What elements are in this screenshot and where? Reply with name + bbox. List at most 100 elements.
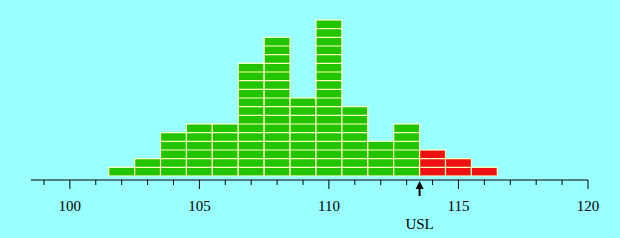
- minor-tick: [484, 180, 485, 185]
- bar-unit: [264, 54, 290, 55]
- bar: [161, 133, 187, 176]
- bar-unit: [264, 80, 290, 81]
- minor-tick: [536, 180, 537, 185]
- bar-outline: [264, 37, 290, 176]
- bar-unit: [420, 158, 446, 159]
- bar-unit: [420, 167, 446, 168]
- bar-unit: [264, 71, 290, 72]
- bar-unit: [264, 132, 290, 133]
- bar-outline: [342, 107, 368, 176]
- bar-unit: [290, 123, 316, 124]
- bar-unit: [238, 132, 264, 133]
- bar-unit: [342, 123, 368, 124]
- minor-tick: [251, 180, 252, 185]
- bar-unit: [342, 167, 368, 168]
- bar-unit: [161, 158, 187, 159]
- minor-tick: [406, 180, 407, 185]
- usl-marker: [416, 181, 424, 196]
- bar-unit: [316, 54, 342, 55]
- minor-tick: [432, 180, 433, 185]
- arrow-head: [416, 181, 424, 189]
- tick-label: 105: [188, 198, 211, 214]
- bar-unit: [394, 149, 420, 150]
- minor-tick: [121, 180, 122, 185]
- axis-line: [31, 180, 588, 181]
- bar-unit: [238, 106, 264, 107]
- bar-unit: [368, 158, 394, 159]
- bar-unit: [342, 115, 368, 116]
- minor-tick: [354, 180, 355, 185]
- bar-unit: [238, 123, 264, 124]
- bar-outline: [394, 124, 420, 176]
- bar-unit: [238, 167, 264, 168]
- bar: [420, 150, 446, 176]
- bar-unit: [316, 89, 342, 90]
- bar: [186, 124, 212, 176]
- bar-unit: [264, 141, 290, 142]
- bar-unit: [264, 63, 290, 64]
- bar-unit: [264, 123, 290, 124]
- bar-unit: [186, 167, 212, 168]
- minor-tick: [43, 180, 44, 185]
- bar-unit: [264, 89, 290, 90]
- bar-unit: [446, 167, 472, 168]
- bar-unit: [264, 149, 290, 150]
- bar-outline: [420, 150, 446, 176]
- minor-tick: [277, 180, 278, 185]
- bar-unit: [316, 141, 342, 142]
- bar-unit: [238, 149, 264, 150]
- tick-label: 100: [59, 198, 82, 214]
- bar-unit: [238, 141, 264, 142]
- bar-unit: [290, 141, 316, 142]
- bar-unit: [212, 141, 238, 142]
- bar-outline: [212, 124, 238, 176]
- bar-unit: [186, 158, 212, 159]
- bars: [109, 20, 498, 176]
- bar-unit: [186, 132, 212, 133]
- bar-outline: [471, 167, 497, 176]
- bar: [471, 167, 497, 176]
- bar-unit: [264, 158, 290, 159]
- minor-tick: [562, 180, 563, 185]
- bar-unit: [316, 115, 342, 116]
- minor-tick: [303, 180, 304, 185]
- bar-outline: [238, 63, 264, 176]
- bar-unit: [238, 89, 264, 90]
- major-tick: [69, 180, 70, 189]
- major-tick: [328, 180, 329, 189]
- bar: [238, 63, 264, 176]
- major-tick: [199, 180, 200, 189]
- bar-unit: [394, 167, 420, 168]
- bar: [446, 159, 472, 176]
- bar-unit: [212, 167, 238, 168]
- bar-outline: [161, 133, 187, 176]
- x-axis: 100105110115120: [31, 180, 599, 214]
- bar-unit: [290, 132, 316, 133]
- bar-unit: [290, 158, 316, 159]
- bar-unit: [342, 158, 368, 159]
- bar: [342, 107, 368, 176]
- bar-unit: [394, 132, 420, 133]
- minor-tick: [173, 180, 174, 185]
- bar-unit: [316, 37, 342, 38]
- bar-unit: [264, 106, 290, 107]
- bar-unit: [238, 97, 264, 98]
- bar-unit: [368, 149, 394, 150]
- bar-unit: [316, 28, 342, 29]
- bar-unit: [316, 149, 342, 150]
- bar-unit: [316, 158, 342, 159]
- bar-unit: [316, 45, 342, 46]
- bar: [135, 159, 161, 176]
- bar: [394, 124, 420, 176]
- minor-tick: [510, 180, 511, 185]
- bar-unit: [316, 97, 342, 98]
- bar-unit: [316, 80, 342, 81]
- bar: [290, 98, 316, 176]
- background: [0, 0, 620, 238]
- bar-unit: [264, 97, 290, 98]
- bar-unit: [186, 141, 212, 142]
- bar-unit: [342, 141, 368, 142]
- bar-unit: [238, 80, 264, 81]
- bar-outline: [109, 167, 135, 176]
- bar-unit: [316, 71, 342, 72]
